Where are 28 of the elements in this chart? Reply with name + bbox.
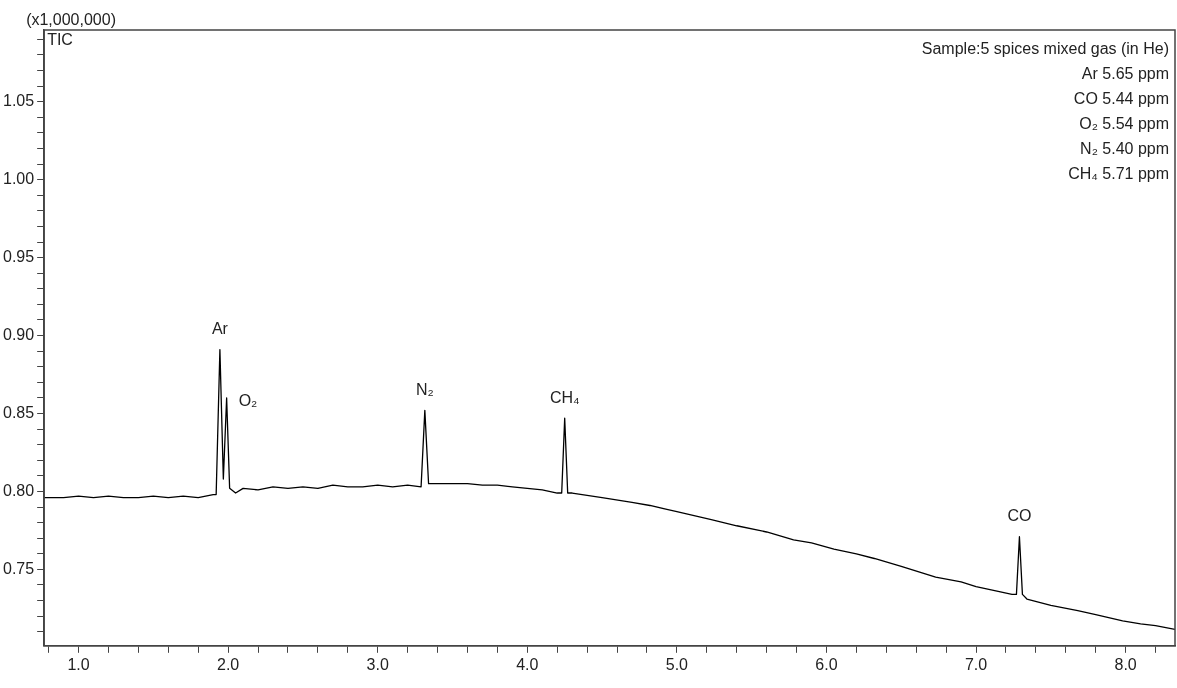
annotation: O₂ 5.54 ppm [1079, 115, 1169, 133]
annotation: Ar 5.65 ppm [1081, 65, 1169, 83]
annotation: N₂ [415, 380, 434, 398]
annotation: CH₄ [549, 388, 580, 406]
y-tick-label: 0.80 [3, 481, 35, 499]
x-tick-label: 8.0 [1114, 655, 1137, 673]
y-tick-label: 0.95 [3, 248, 35, 266]
y-axis-title: (x1,000,000) [26, 11, 116, 29]
y-tick-label: 0.75 [3, 559, 35, 577]
annotation: CO [1007, 507, 1032, 525]
x-tick-label: 2.0 [217, 655, 240, 673]
x-tick-label: 7.0 [964, 655, 988, 673]
annotation: N₂ 5.40 ppm [1080, 140, 1169, 158]
x-tick-label: 4.0 [516, 655, 539, 673]
y-tick-label: 0.90 [3, 325, 35, 343]
annotation: Sample:5 spices mixed gas (in He) [921, 40, 1169, 58]
x-tick-label: 5.0 [665, 655, 689, 673]
annotation: CH₄ 5.71 ppm [1068, 165, 1169, 183]
x-tick-label: 6.0 [815, 655, 838, 673]
annotation: O₂ [238, 392, 258, 410]
x-tick-label: 3.0 [366, 655, 389, 673]
y-tick-label: 0.85 [3, 403, 35, 421]
x-tick-label: 1.0 [67, 655, 90, 673]
y-tick-label: 1.05 [3, 92, 35, 110]
y-tick-label: 1.00 [3, 170, 35, 188]
annotation: Ar [211, 320, 229, 337]
chart-title: TIC [47, 31, 73, 49]
annotation: CO 5.44 ppm [1073, 90, 1169, 108]
